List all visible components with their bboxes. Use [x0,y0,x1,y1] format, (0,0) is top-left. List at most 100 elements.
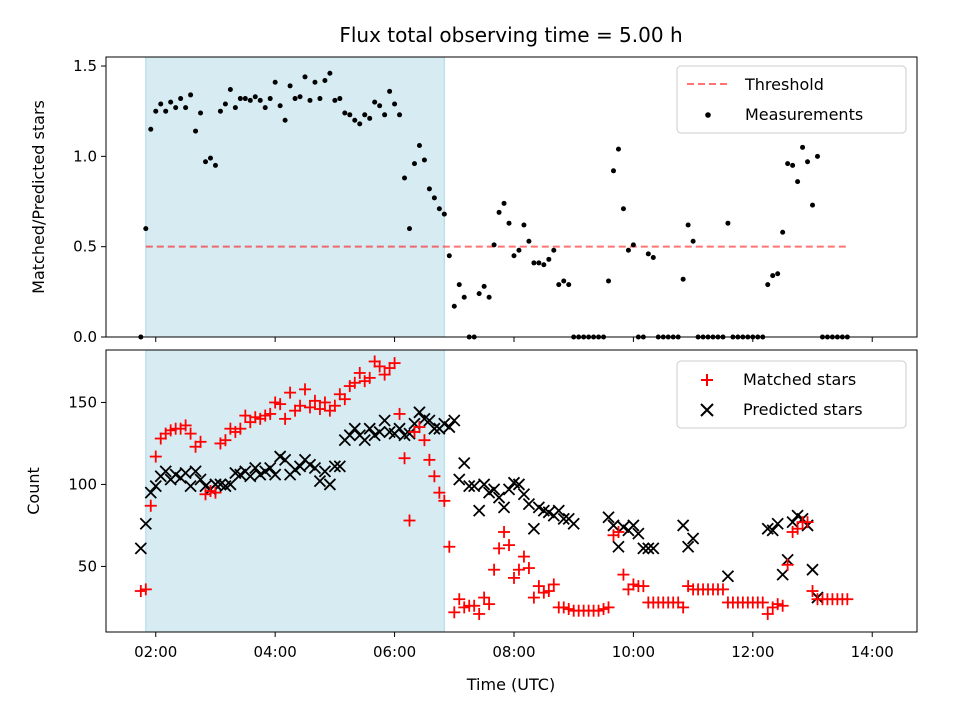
predicted-point [348,422,361,435]
predicted-point [463,479,476,493]
y-tick-label: 150 [68,393,97,411]
predicted-point [149,479,162,493]
measurement-point [546,256,552,262]
predicted-point [159,465,172,478]
measurement-point [297,94,303,100]
predicted-point [244,470,257,483]
matched-point [318,396,331,409]
predicted-point [681,540,695,553]
matched-point [458,601,471,614]
measurement-point [163,108,169,114]
matched-point [493,542,506,555]
predicted-point [428,422,441,435]
ratio-legend: Threshold Measurements [676,65,907,134]
y-tick-label: 1.5 [73,57,97,75]
measurement-point [352,117,358,123]
measurement-point [680,276,686,282]
matched-point [368,355,381,368]
predicted-point [552,504,565,517]
matched-point [622,583,635,596]
predicted-point [373,425,386,439]
predicted-point [557,512,570,526]
measurement-point [501,200,507,206]
x-tick-label: 08:00 [492,643,535,661]
matched-point [448,606,461,619]
matched-point [841,593,854,606]
measurement-point [481,283,487,289]
measurement-point [307,97,313,103]
matched-point [348,376,361,389]
y-tick-label: 0.0 [73,328,97,346]
predicted-point [602,511,615,524]
measurement-point [630,242,636,248]
measurement-point [188,92,194,98]
matched-point [408,425,421,438]
matched-point [259,409,272,422]
measurement-point [212,162,218,168]
matched-point [398,452,411,465]
matched-point [234,422,247,435]
measurement-point [178,96,184,102]
measurement-point [183,105,189,111]
matched-point [557,601,570,614]
matched-point [294,399,307,412]
matched-point [677,601,690,614]
matched-point [512,563,525,576]
predicted-point [627,519,640,532]
predicted-point [443,420,456,434]
matched-point [378,368,391,381]
measurement-point [232,105,238,111]
matched-point [209,486,222,499]
predicted-point [766,524,779,537]
legend-predicted-swatch [700,403,714,417]
count-plot-frame [105,349,918,633]
measurement-point [227,87,233,93]
measurement-point [173,105,179,111]
measurement-point [645,251,651,257]
predicted-point [224,478,237,491]
matched-point [249,411,262,424]
matched-point [134,585,147,598]
predicted-point [423,414,436,427]
measurement-point [193,128,199,134]
measurement-point [362,112,368,118]
predicted-point [771,517,784,530]
legend-threshold-label: Threshold [744,75,824,94]
measurement-point [790,162,796,168]
count-panel: 50 100 150 02:00 04:00 06:00 08:00 10:00 12:00 1… [24,349,918,661]
matched-point [637,580,650,593]
matched-point [269,396,282,409]
predicted-point [249,461,262,475]
y-tick-label: 1.0 [73,147,97,165]
matched-point [453,593,466,606]
measurement-point [402,175,408,181]
measurement-point [302,74,308,80]
predicted-point [318,465,332,478]
matched-point [388,357,401,370]
measurement-point [337,96,343,102]
measurement-point [725,220,731,226]
matched-point [313,403,326,416]
matched-point [308,394,321,407]
measurement-point [606,278,612,284]
measurement-point [382,112,388,118]
matched-point [776,599,789,612]
predicted-point [139,517,152,530]
predicted-point [328,460,342,473]
measurement-point [805,159,811,165]
measurement-point [521,222,527,228]
matched-point [373,360,386,373]
matched-point [716,583,729,596]
matched-point [488,563,501,576]
predicted-point [512,478,526,491]
measurement-point [456,282,462,288]
measurement-point [531,260,537,266]
measurement-point [217,108,223,114]
measurement-point [282,117,288,123]
predicted-point [358,434,371,447]
predicted-point [179,466,192,480]
ratio-panel: 0.0 0.5 1.0 1.5 Matched/Predicted stars Thr… [29,56,918,346]
measurement-point [168,99,174,105]
predicted-point [492,491,506,504]
matched-point [592,604,605,617]
